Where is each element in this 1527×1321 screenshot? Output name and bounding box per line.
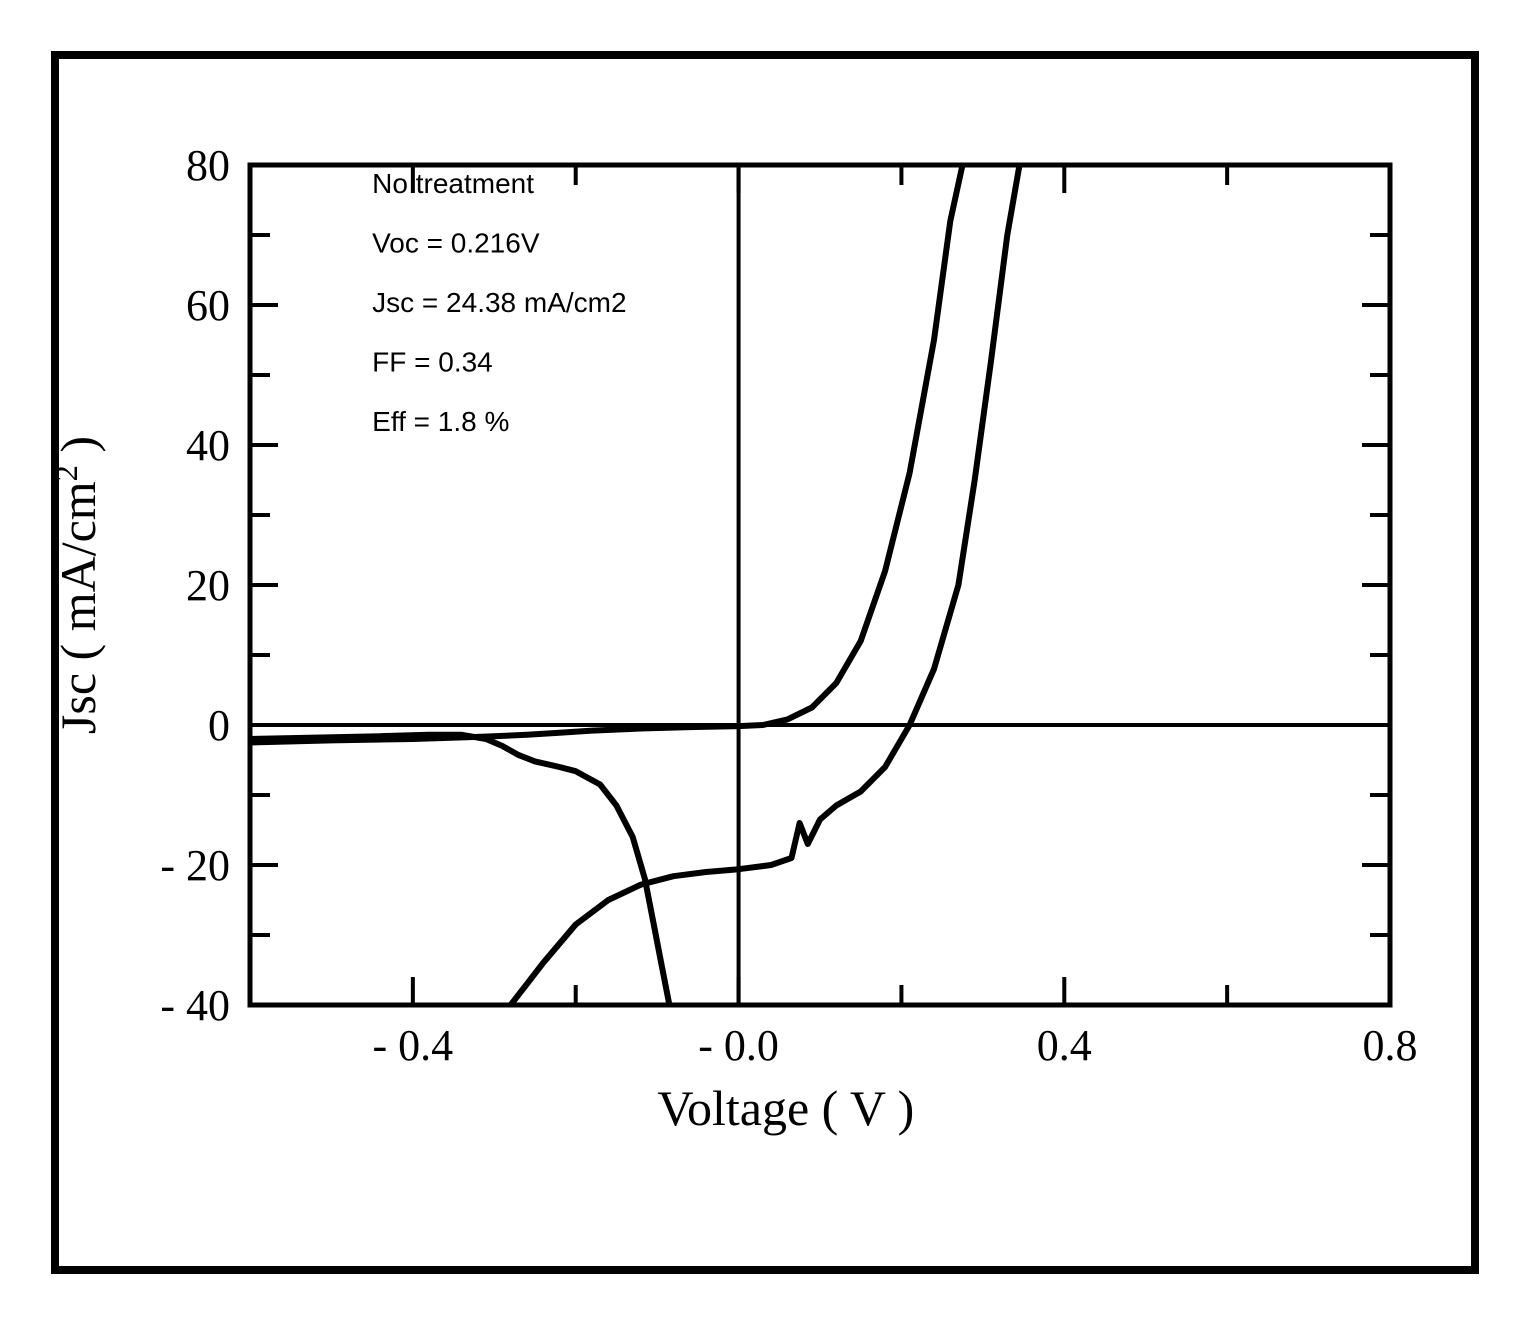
x-tick-label: - 0.0 <box>698 1021 779 1070</box>
annotation-line: Jsc = 24.38 mA/cm2 <box>372 287 626 318</box>
annotation-line: Voc = 0.216V <box>372 228 540 259</box>
figure-svg: - 0.4 - 0.0 0.4 0.8 80 60 40 20 0 - 20 - 40 Voltage… <box>0 0 1527 1321</box>
x-tick-label: - 0.4 <box>373 1021 454 1070</box>
x-tick-label: 0.4 <box>1037 1021 1092 1070</box>
y-tick-label: 40 <box>186 421 230 470</box>
y-tick-label: - 40 <box>160 981 230 1030</box>
x-axis-label: Voltage ( V ) <box>657 1080 914 1136</box>
y-tick-label: - 20 <box>160 841 230 890</box>
y-tick-label: 80 <box>186 141 230 190</box>
x-tick-label: 0.8 <box>1363 1021 1418 1070</box>
annotation-line: FF = 0.34 <box>372 347 493 378</box>
annotation-line: Eff = 1.8 % <box>372 406 509 437</box>
annotation-line: No treatment <box>372 168 534 199</box>
y-tick-label: 60 <box>186 281 230 330</box>
y-tick-label: 0 <box>208 701 230 750</box>
y-tick-label: 20 <box>186 561 230 610</box>
figure-container: - 0.4 - 0.0 0.4 0.8 80 60 40 20 0 - 20 - 40 Voltage… <box>0 0 1527 1321</box>
